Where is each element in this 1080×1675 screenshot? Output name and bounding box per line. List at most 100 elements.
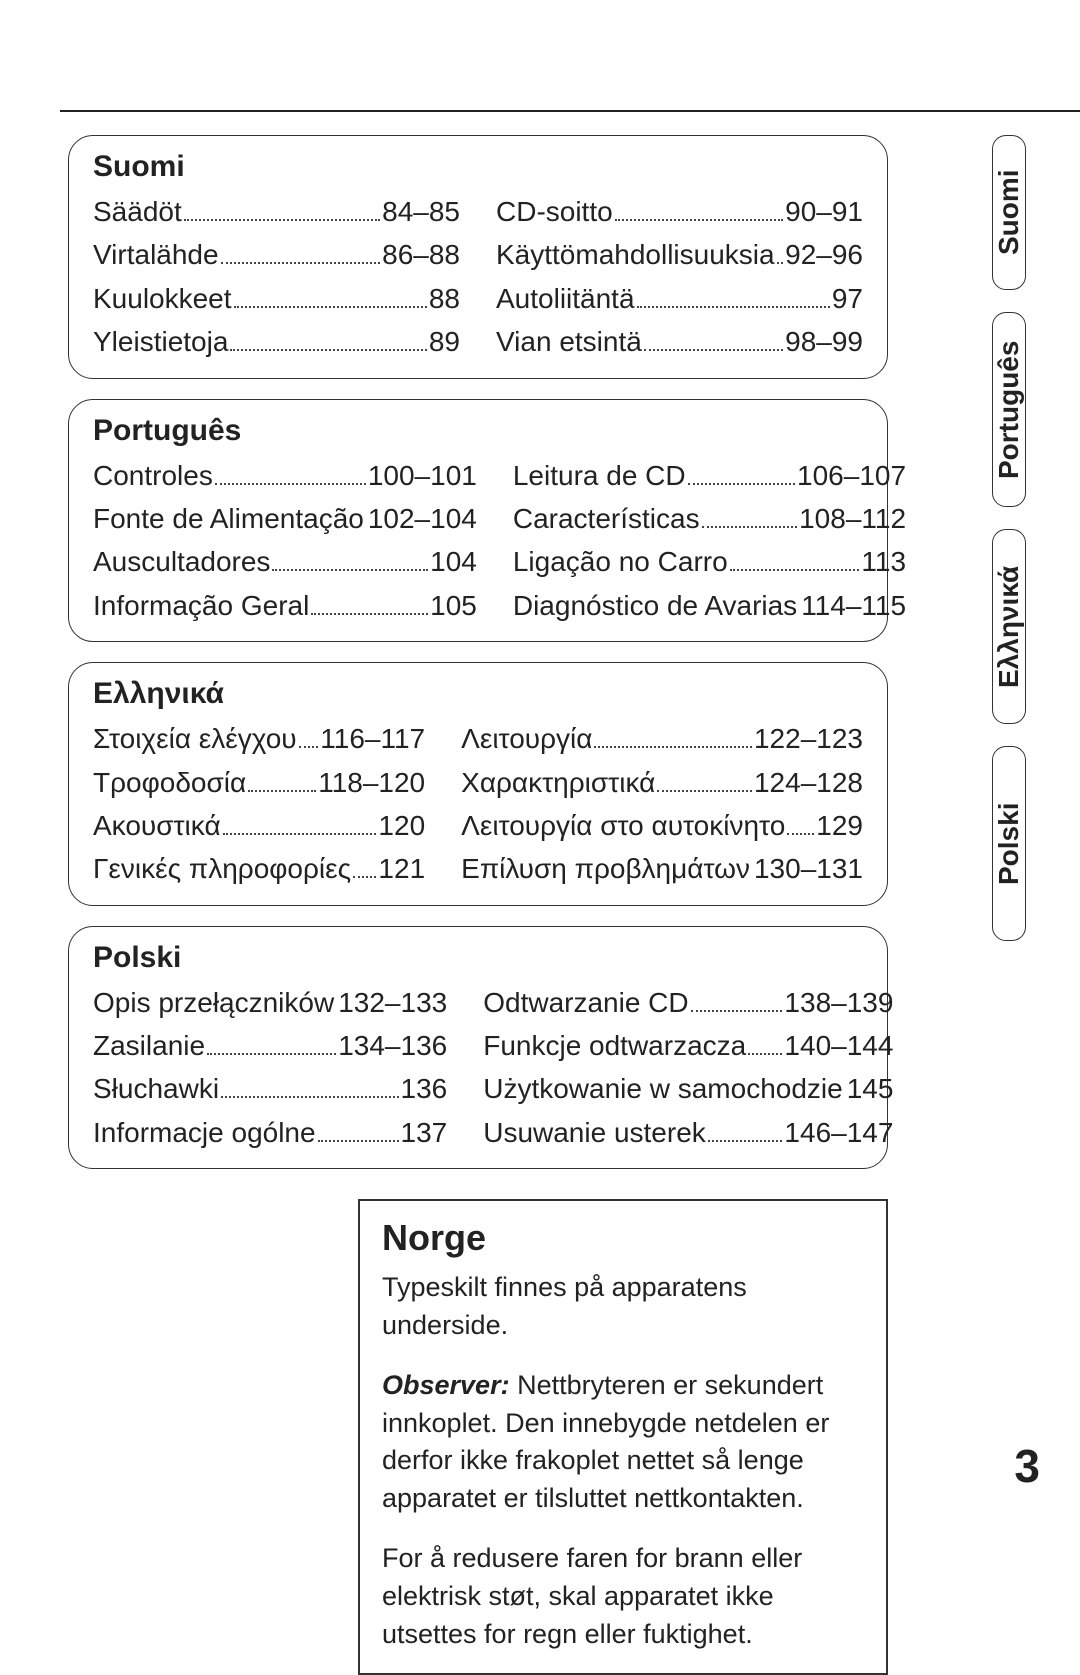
toc-page: 140–144 bbox=[784, 1024, 893, 1067]
toc-page: 129 bbox=[816, 804, 863, 847]
toc-page: 90–91 bbox=[785, 190, 863, 233]
top-rule bbox=[60, 110, 1080, 112]
toc-row: Fonte de Alimentação102–104 bbox=[93, 497, 477, 540]
side-tab: Português bbox=[992, 312, 1026, 507]
side-tab: Polski bbox=[992, 746, 1026, 941]
toc-row: Características108–112 bbox=[513, 497, 906, 540]
toc-label: Virtalähde bbox=[93, 233, 219, 276]
toc-label: Ligação no Carro bbox=[513, 540, 728, 583]
norge-line1: Typeskilt finnes på apparatens underside… bbox=[382, 1269, 864, 1345]
toc-leader-dots bbox=[318, 1117, 399, 1141]
toc-page: 97 bbox=[832, 277, 863, 320]
toc-label: Użytkowanie w samochodzie bbox=[483, 1067, 843, 1110]
toc-leader-dots bbox=[708, 1117, 783, 1141]
norge-box: Norge Typeskilt finnes på apparatens unde… bbox=[358, 1199, 888, 1675]
toc-page: 146–147 bbox=[784, 1111, 893, 1154]
toc-label: Informação Geral bbox=[93, 584, 309, 627]
toc-leader-dots bbox=[688, 460, 795, 484]
toc-page: 136 bbox=[401, 1067, 448, 1110]
toc-leader-dots bbox=[787, 811, 814, 835]
toc-page: 118–120 bbox=[318, 761, 425, 804]
toc-label: Ακουστικά bbox=[93, 804, 221, 847]
toc-leader-dots bbox=[221, 1074, 398, 1098]
toc-row: Słuchawki136 bbox=[93, 1067, 447, 1110]
toc-label: Λειτουργία στο αυτοκίνητο bbox=[461, 804, 785, 847]
toc-row: Auscultadores104 bbox=[93, 540, 477, 583]
toc-row: Usuwanie usterek146–147 bbox=[483, 1111, 893, 1154]
toc-label: Käyttömahdollisuuksia bbox=[496, 233, 775, 276]
toc-label: Vian etsintä bbox=[496, 320, 642, 363]
side-tab: Suomi bbox=[992, 135, 1026, 290]
toc-column-right: Odtwarzanie CD138–139Funkcje odtwarzacza… bbox=[483, 981, 893, 1155]
toc-row: Χαρακτηριστικά124–128 bbox=[461, 761, 863, 804]
toc-leader-dots bbox=[637, 283, 830, 307]
toc-page: 137 bbox=[401, 1111, 448, 1154]
toc-row: Käyttömahdollisuuksia92–96 bbox=[496, 233, 863, 276]
toc-row: Użytkowanie w samochodzie145 bbox=[483, 1067, 893, 1110]
lang-section: PortuguêsControles100–101Fonte de Alimen… bbox=[68, 399, 888, 643]
toc-row: Ακουστικά120 bbox=[93, 804, 425, 847]
norge-line3: For å redusere faren for brann eller ele… bbox=[382, 1540, 864, 1653]
toc-leader-dots bbox=[777, 240, 784, 264]
toc-row: Ligação no Carro 113 bbox=[513, 540, 906, 583]
page-number: 3 bbox=[1014, 1439, 1040, 1493]
toc-page: 113 bbox=[861, 540, 906, 583]
toc-label: Leitura de CD bbox=[513, 454, 686, 497]
toc-page: 86–88 bbox=[382, 233, 460, 276]
toc-leader-dots bbox=[615, 197, 783, 221]
toc-label: Controles bbox=[93, 454, 213, 497]
toc-row: Vian etsintä98–99 bbox=[496, 320, 863, 363]
norge-title: Norge bbox=[382, 1217, 864, 1259]
side-tab: Eλληνικά bbox=[992, 529, 1026, 724]
toc-row: Λειτουργία122–123 bbox=[461, 717, 863, 760]
toc-row: Funkcje odtwarzacza140–144 bbox=[483, 1024, 893, 1067]
toc-page: 84–85 bbox=[382, 190, 460, 233]
section-title: Suomi bbox=[93, 150, 863, 184]
toc-column-left: Controles100–101Fonte de Alimentação102–… bbox=[93, 454, 477, 628]
toc-row: Λειτουργία στο αυτοκίνητο 129 bbox=[461, 804, 863, 847]
toc-leader-dots bbox=[234, 283, 427, 307]
toc-row: Autoliitäntä 97 bbox=[496, 277, 863, 320]
toc-page: 88 bbox=[429, 277, 460, 320]
toc-page: 89 bbox=[429, 320, 460, 363]
toc-label: Diagnóstico de Avarias bbox=[513, 584, 797, 627]
toc-leader-dots bbox=[644, 327, 783, 351]
toc-leader-dots bbox=[730, 547, 860, 571]
toc-label: Στοιχεία ελέγχου bbox=[93, 717, 297, 760]
section-title: Eλληνικά bbox=[93, 677, 863, 711]
toc-row: Informação Geral105 bbox=[93, 584, 477, 627]
toc-leader-dots bbox=[230, 327, 426, 351]
toc-column-left: Στοιχεία ελέγχου 116–117Τροφοδοσία118–120… bbox=[93, 717, 425, 891]
section-title: Polski bbox=[93, 941, 863, 975]
toc-page: 145 bbox=[847, 1067, 894, 1110]
toc-page: 102–104 bbox=[368, 497, 477, 540]
toc-label: Fonte de Alimentação bbox=[93, 497, 364, 540]
toc-label: Odtwarzanie CD bbox=[483, 981, 688, 1024]
side-tabs: Suomi Português Eλληνικά Polski bbox=[992, 135, 1054, 963]
toc-columns: Säädöt84–85Virtalähde86–88Kuulokkeet88Yl… bbox=[93, 190, 863, 364]
toc-row: Säädöt84–85 bbox=[93, 190, 460, 233]
toc-row: Τροφοδοσία118–120 bbox=[93, 761, 425, 804]
toc-column-right: Λειτουργία122–123Χαρακτηριστικά124–128Λε… bbox=[461, 717, 863, 891]
toc-leader-dots bbox=[215, 460, 366, 484]
toc-page: 121 bbox=[378, 847, 425, 890]
toc-column-left: Säädöt84–85Virtalähde86–88Kuulokkeet88Yl… bbox=[93, 190, 460, 364]
toc-page: 124–128 bbox=[754, 761, 863, 804]
toc-column-right: CD-soitto90–91Käyttömahdollisuuksia92–96… bbox=[496, 190, 863, 364]
toc-columns: Στοιχεία ελέγχου 116–117Τροφοδοσία118–120… bbox=[93, 717, 863, 891]
toc-page: 116–117 bbox=[320, 717, 425, 760]
toc-label: Autoliitäntä bbox=[496, 277, 635, 320]
toc-row: Στοιχεία ελέγχου 116–117 bbox=[93, 717, 425, 760]
toc-row: Επίλυση προβλημάτων130–131 bbox=[461, 847, 863, 890]
toc-column-left: Opis przełączników132–133Zasilanie134–13… bbox=[93, 981, 447, 1155]
toc-row: Virtalähde 86–88 bbox=[93, 233, 460, 276]
toc-leader-dots bbox=[702, 504, 798, 528]
norge-observer: Observer: Nettbryteren er sekundert innk… bbox=[382, 1367, 864, 1518]
toc-row: Zasilanie134–136 bbox=[93, 1024, 447, 1067]
toc-columns: Opis przełączników132–133Zasilanie134–13… bbox=[93, 981, 863, 1155]
toc-page: 132–133 bbox=[338, 981, 447, 1024]
toc-leader-dots bbox=[353, 854, 376, 878]
toc-leader-dots bbox=[223, 811, 377, 835]
toc-leader-dots bbox=[184, 197, 380, 221]
toc-leader-dots bbox=[248, 767, 316, 791]
